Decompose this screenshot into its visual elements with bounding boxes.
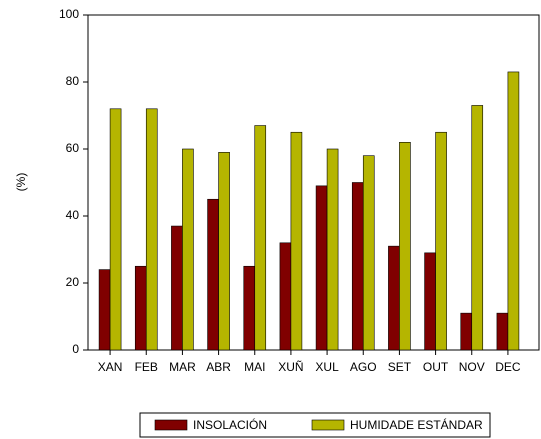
bar (279, 242, 292, 351)
y-tick-label: 100 (59, 7, 79, 21)
bar (218, 152, 230, 351)
bar (460, 312, 473, 351)
bar (171, 225, 183, 351)
y-tick-label: 20 (66, 275, 80, 289)
bar (207, 198, 219, 351)
x-tick-label: SET (388, 360, 412, 374)
y-tick-label: 60 (66, 141, 80, 155)
y-tick-label: 0 (72, 342, 79, 356)
bar (315, 185, 328, 351)
bar (351, 182, 364, 351)
bar (98, 269, 111, 351)
legend-swatch (311, 419, 345, 431)
y-tick-label: 80 (66, 74, 80, 88)
x-tick-label: MAR (169, 360, 196, 374)
x-tick-label: NOV (459, 360, 485, 374)
plot-frame (87, 14, 540, 351)
bar (435, 131, 447, 351)
bar (254, 125, 267, 351)
bar (182, 148, 194, 351)
x-tick-label: DEC (495, 360, 521, 374)
bar (496, 312, 509, 351)
bar (243, 265, 256, 351)
x-tick-label: OUT (423, 360, 449, 374)
bar (424, 252, 436, 351)
x-tick-label: XUÑ (278, 360, 303, 374)
x-tick-label: XAN (98, 360, 123, 374)
legend-label: INSOLACIÓN (193, 417, 267, 432)
bar (326, 148, 339, 351)
bar (145, 108, 158, 351)
x-tick-label: XUL (315, 360, 339, 374)
bar (134, 265, 147, 351)
y-tick-label: 40 (66, 208, 80, 222)
x-tick-label: MAI (244, 360, 265, 374)
x-tick-label: AGO (350, 360, 377, 374)
bar (399, 142, 411, 351)
bar (471, 105, 484, 351)
bar (388, 245, 400, 351)
bar (290, 131, 303, 351)
legend-swatch (154, 419, 188, 431)
x-tick-label: FEB (135, 360, 158, 374)
bar (362, 155, 375, 351)
y-axis-label: (%) (14, 173, 28, 192)
x-tick-label: ABR (206, 360, 231, 374)
bar (507, 71, 520, 351)
legend-label: HUMIDADE ESTÁNDAR (350, 417, 483, 432)
bar (109, 108, 122, 351)
